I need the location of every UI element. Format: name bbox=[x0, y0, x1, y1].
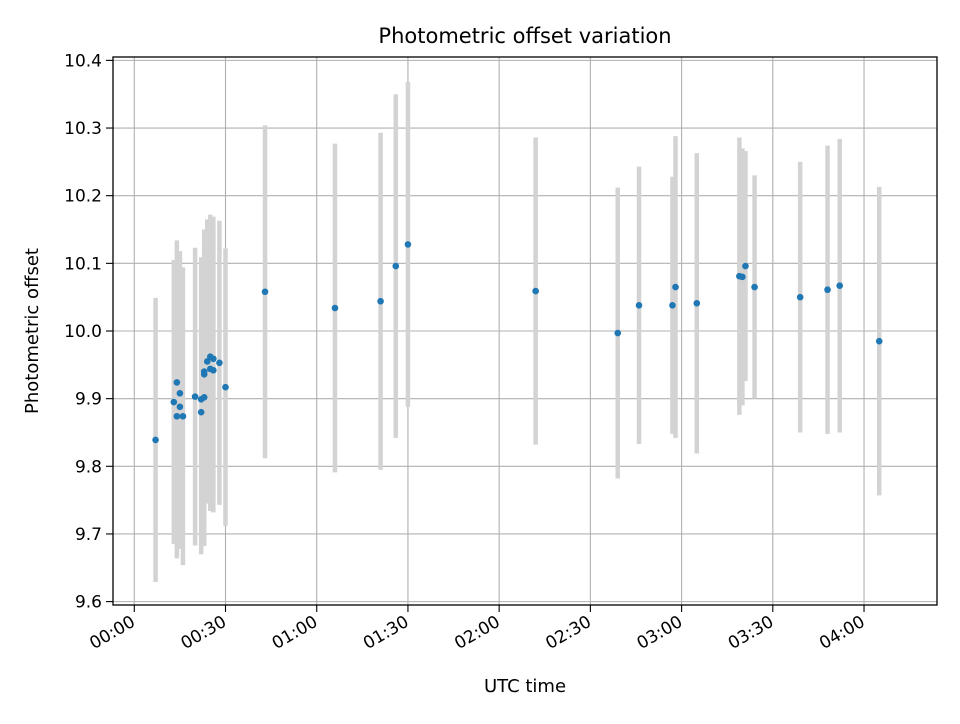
x-tick-label: 02:00 bbox=[451, 612, 503, 654]
data-point bbox=[173, 412, 181, 420]
x-tick-label: 03:30 bbox=[725, 612, 777, 654]
data-point bbox=[197, 408, 205, 416]
data-point bbox=[200, 368, 208, 375]
data-point bbox=[261, 288, 269, 296]
data-point bbox=[210, 355, 217, 363]
data-point bbox=[170, 398, 178, 406]
data-point bbox=[836, 282, 844, 289]
x-tick-label: 01:00 bbox=[269, 612, 321, 654]
data-point bbox=[173, 379, 181, 386]
y-tick-label: 9.8 bbox=[75, 457, 102, 477]
data-point bbox=[669, 301, 676, 309]
data-point bbox=[751, 283, 758, 291]
x-tick-label: 01:30 bbox=[360, 612, 412, 654]
y-tick-label: 9.6 bbox=[75, 593, 102, 613]
data-point bbox=[176, 403, 184, 411]
data-point bbox=[191, 393, 199, 400]
y-tick-label: 9.7 bbox=[75, 525, 102, 545]
data-point bbox=[216, 359, 223, 367]
data-point bbox=[739, 273, 746, 281]
y-tick-label: 10.4 bbox=[64, 51, 102, 71]
data-point bbox=[824, 286, 831, 294]
data-point bbox=[404, 241, 412, 248]
data-point bbox=[377, 297, 384, 305]
data-point bbox=[693, 299, 701, 307]
y-axis-ticks: 9.6 9.7 9.8 9.9 10.0 10.1 10.2 10.3 10.4 bbox=[64, 51, 113, 613]
y-tick-label: 10.3 bbox=[64, 119, 102, 139]
x-tick-label: 02:30 bbox=[542, 612, 594, 654]
x-axis-ticks: 00:00 00:30 01:00 01:30 02:00 02:30 03:00 03:30… bbox=[86, 605, 869, 654]
y-tick-label: 10.2 bbox=[64, 187, 102, 207]
data-points bbox=[152, 241, 883, 444]
x-axis-label: UTC time bbox=[484, 676, 566, 697]
y-tick-label: 10.1 bbox=[64, 254, 102, 274]
x-tick-label: 00:00 bbox=[86, 612, 138, 654]
data-point bbox=[672, 283, 679, 291]
y-axis-label: Photometric offset bbox=[22, 248, 43, 414]
data-point bbox=[176, 389, 184, 397]
grid bbox=[113, 57, 937, 605]
data-point bbox=[200, 394, 208, 401]
error-bars bbox=[153, 82, 882, 582]
y-tick-label: 9.9 bbox=[75, 390, 102, 410]
data-point bbox=[203, 358, 211, 365]
y-tick-label: 10.0 bbox=[64, 322, 102, 342]
data-point bbox=[742, 262, 749, 270]
data-point bbox=[635, 301, 643, 309]
data-point bbox=[179, 412, 187, 420]
data-point bbox=[614, 329, 622, 337]
data-point bbox=[210, 366, 217, 374]
data-point bbox=[152, 436, 159, 444]
data-point bbox=[392, 262, 400, 270]
data-point bbox=[331, 304, 339, 312]
data-point bbox=[875, 337, 883, 345]
data-point bbox=[532, 287, 539, 295]
x-tick-label: 04:00 bbox=[816, 612, 868, 654]
chart-title: Photometric offset variation bbox=[378, 24, 671, 48]
data-point bbox=[796, 293, 804, 301]
x-tick-label: 00:30 bbox=[178, 612, 230, 654]
data-point bbox=[222, 383, 229, 391]
x-tick-label: 03:00 bbox=[634, 612, 686, 654]
